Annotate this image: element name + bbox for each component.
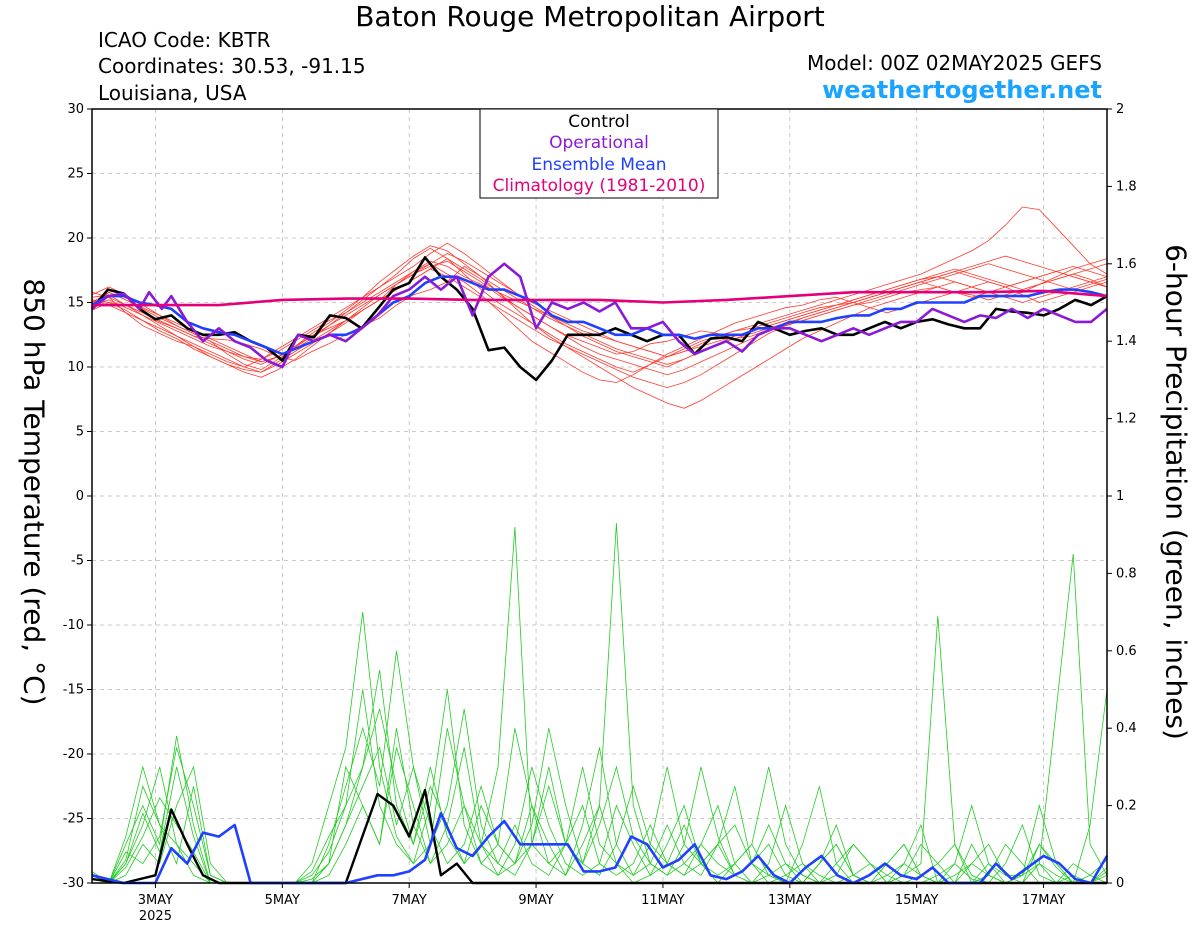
y2-tick-label: 0 — [1116, 876, 1124, 891]
y-tick-label: 25 — [67, 167, 84, 182]
legend-operational: Operational — [549, 133, 649, 153]
temp-member-lines — [91, 206, 1108, 409]
y-tick-label: -5 — [71, 554, 84, 569]
y-tick-label: 20 — [67, 231, 84, 246]
x-tick-label: 5MAY — [265, 893, 300, 908]
y-tick-label: -10 — [63, 618, 84, 633]
page-title: Baton Rouge Metropolitan Airport — [355, 0, 825, 33]
precip-member-line — [92, 526, 1108, 884]
y-tick-label: 15 — [67, 296, 84, 311]
site-link[interactable]: weathertogether.net — [822, 76, 1102, 104]
x-tick-label: 9MAY — [518, 893, 553, 908]
y2-tick-label: 2 — [1116, 102, 1124, 117]
y-tick-label: 10 — [67, 360, 84, 375]
right-axis-ticks: 2 1.8 1.6 1.4 1.2 1 0.8 0.6 0.4 0.2 0 — [1107, 102, 1137, 891]
legend-box — [479, 108, 719, 199]
x-tick-label: 13MAY — [768, 893, 812, 908]
y-axis-label-right: 6-hour Precipitation (green, inches) — [1159, 244, 1193, 740]
x-tick-label: 7MAY — [392, 893, 427, 908]
temp-member-line — [91, 255, 1108, 389]
temp-member-line — [91, 242, 1108, 365]
precip-member-line — [91, 689, 1108, 884]
precip-member-line — [91, 553, 1108, 884]
legend-climatology: Climatology (1981-2010) — [493, 176, 706, 196]
y2-tick-label: 0.6 — [1116, 644, 1137, 659]
legend: Control Operational Ensemble Mean Climat… — [479, 108, 719, 199]
y2-tick-label: 0.2 — [1116, 799, 1137, 814]
y-tick-label: 30 — [67, 102, 84, 117]
temp-member-line — [91, 263, 1108, 383]
operational-temp-line — [91, 262, 1108, 369]
coordinates: Coordinates: 30.53, -91.15 — [98, 54, 366, 78]
precip-member-line — [92, 650, 1108, 884]
y-tick-label: -20 — [63, 747, 84, 762]
location: Louisiana, USA — [98, 81, 247, 105]
gridlines — [92, 109, 1107, 883]
y2-tick-label: 0.8 — [1116, 566, 1137, 581]
legend-control: Control — [568, 112, 629, 132]
temp-member-line — [91, 245, 1108, 368]
x-tick-label: 11MAY — [641, 893, 685, 908]
icao-code: ICAO Code: KBTR — [98, 28, 271, 52]
y2-tick-label: 1.6 — [1116, 257, 1137, 272]
precip-member-line — [91, 523, 1108, 884]
y2-tick-label: 1.8 — [1116, 179, 1137, 194]
y2-tick-label: 0.4 — [1116, 721, 1137, 736]
y2-tick-label: 1 — [1116, 489, 1124, 504]
y2-tick-label: 1.4 — [1116, 334, 1137, 349]
x-tick-sublabel: 2025 — [139, 909, 172, 924]
y-tick-label: 0 — [76, 489, 84, 504]
left-axis-ticks: 30 25 20 15 10 5 0 -5 -10 -15 -20 -25 -30 — [63, 102, 92, 891]
y-tick-label: -15 — [63, 683, 84, 698]
ensemble-mean-temp-line — [91, 275, 1108, 356]
main-series-lines — [90, 256, 1109, 885]
y-tick-label: -25 — [63, 812, 84, 827]
y-tick-label: 5 — [76, 425, 84, 440]
y-axis-label-left: 850 hPa Temperature (red, °C) — [17, 278, 51, 706]
model-run: Model: 00Z 02MAY2025 GEFS — [807, 51, 1102, 75]
x-tick-label: 15MAY — [895, 893, 939, 908]
x-tick-label: 17MAY — [1022, 893, 1066, 908]
x-tick-label: 3MAY — [138, 893, 173, 908]
y-tick-label: -30 — [63, 876, 84, 891]
climatology-line — [92, 289, 1108, 307]
legend-ensemble-mean: Ensemble Mean — [531, 155, 666, 175]
precip-member-lines — [91, 523, 1108, 884]
y2-tick-label: 1.2 — [1116, 412, 1137, 427]
